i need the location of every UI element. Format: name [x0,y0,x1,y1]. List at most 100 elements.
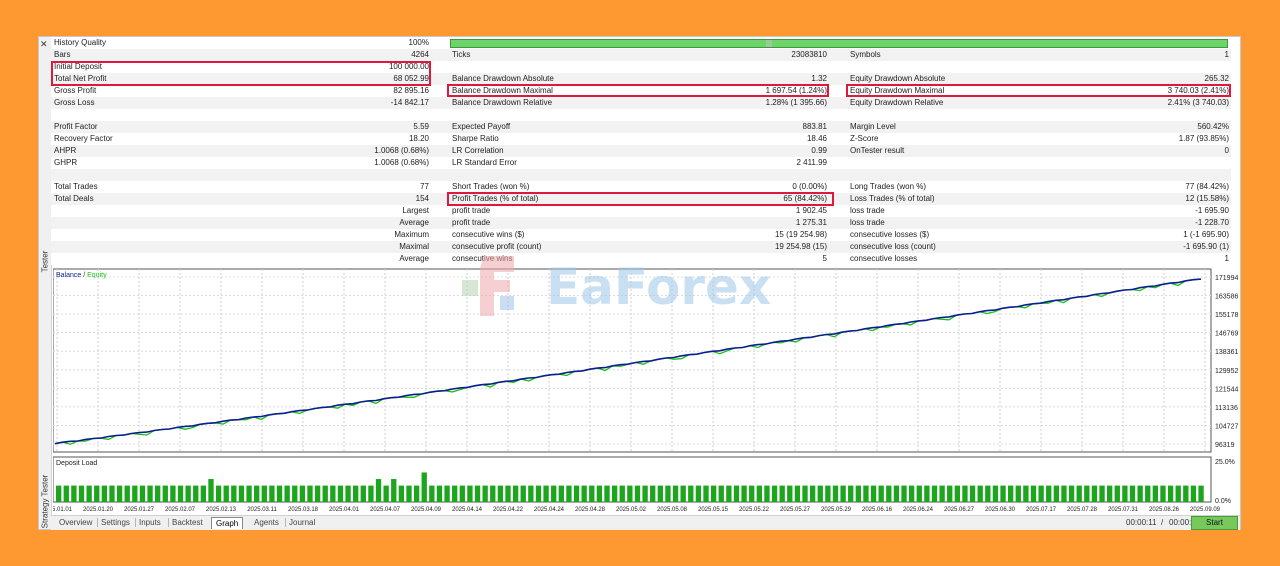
report-label: Profit Trades (% of total) [452,194,539,203]
report-label: consecutive losses [850,254,918,263]
x-tick-label: 2025.05.22 [739,507,770,513]
deposit-load-bar [375,479,382,502]
deposit-load-bar [223,485,229,502]
report-label: loss trade [850,206,885,215]
deposit-load-bar [1099,485,1105,502]
report-label: Equity Drawdown Maximal [850,86,945,95]
report-label: profit trade [452,206,491,215]
report-label: Recovery Factor [54,134,113,143]
deposit-load-bar [931,485,938,502]
deposit-load-bar [116,485,123,502]
x-tick-label: 2025.06.16 [862,507,893,513]
report-label: GHPR [54,158,78,167]
deposit-load-bar [695,485,702,502]
report-value: 3 740.03 (2.41%) [1167,86,1229,95]
tab-graph[interactable]: Graph [211,517,244,529]
y-tick-label: 138361 [1215,349,1238,356]
deposit-load-bar [337,485,344,502]
deposit-load-bar [908,485,915,502]
report-label: Balance Drawdown Absolute [452,74,554,83]
report-value: 560.42% [1197,122,1229,131]
report-label: Total Deals [54,194,94,203]
history-quality-marker [766,40,772,47]
backtest-report: History Quality 100% Bars 4264 Ticks 23083810… [51,37,1231,265]
deposit-load-bar [634,485,641,502]
tab-backtest[interactable]: Backtest [172,518,203,527]
deposit-load-bar [1046,485,1052,502]
deposit-load-bar [474,485,481,502]
deposit-load-bar [1106,485,1113,502]
report-label: consecutive profit (count) [452,242,542,251]
report-value: 68 052.99 [393,74,429,83]
x-tick-label: 2025.01.20 [83,507,114,513]
report-row-bg [51,229,1231,241]
deposit-load-bar [1061,485,1067,502]
x-tick-label: 2025.06.27 [944,507,975,513]
tab-overview[interactable]: Overview [59,518,93,527]
deposit-load-bar [246,485,252,502]
deposit-load-bar [1160,485,1166,502]
report-value: 19 254.98 (15) [774,242,827,251]
report-row-bg [51,169,1231,181]
report-value: 23083810 [791,50,827,59]
deposit-load-bar [162,485,168,502]
report-row-bg [51,109,1231,121]
deposit-load-bar [893,485,900,502]
x-tick-label: 2025.06.24 [903,507,934,513]
deposit-load-bar [604,485,610,502]
deposit-load-bar [756,485,762,502]
deposit-load-bar [680,485,686,502]
deposit-load-bar [1183,485,1189,502]
deposit-load-bar [254,485,260,502]
elapsed-time-1: 00:00:11 [1126,518,1157,527]
report-value: 0 [1224,146,1229,155]
report-value: 883.81 [802,122,827,131]
highlight-deposit-profit [51,61,431,86]
deposit-load-bar [193,485,199,502]
report-label: consecutive wins [452,254,513,263]
report-value: 2 411.99 [796,158,827,167]
deposit-load-bar [817,485,823,502]
tab-agents[interactable]: Agents [254,518,279,527]
deposit-load-bar [314,485,321,502]
deposit-load-bar [802,485,808,502]
tab-journal[interactable]: Journal [289,518,316,527]
report-value: 1 (-1 695.90) [1183,230,1229,239]
start-button[interactable]: Start [1191,516,1238,530]
report-label: Total Trades [54,182,98,191]
report-value: 1.28% (1 395.66) [765,98,827,107]
x-tick-label: 2025.02.13 [206,507,237,513]
deposit-load-bar [870,485,877,502]
report-value: 0 (0.00%) [792,182,827,191]
x-tick-label: 2025.01.27 [124,507,155,513]
deposit-load-bar [1030,485,1037,502]
report-label: AHPR [54,146,77,155]
highlight-profit-trades [447,192,834,206]
report-label: Symbols [850,50,881,59]
report-row-bg [51,121,1231,133]
report-value: Maximal [399,242,429,251]
y-tick-label: 155178 [1215,312,1238,319]
x-tick-label: 2025.03.18 [288,507,319,513]
deposit-load-bar [749,485,755,502]
report-value: 5 [822,254,827,263]
x-tick-label: 2025.04.09 [411,507,442,513]
report-value: 265.32 [1204,74,1229,83]
eaforex-watermark: EaForex [462,256,771,316]
tab-settings[interactable]: Settings [101,518,130,527]
tab-inputs[interactable]: Inputs [139,518,161,527]
close-icon[interactable]: ✕ [40,39,48,49]
legend-balance: Balance [56,272,81,279]
deposit-load-bar [863,485,869,502]
deposit-load-ytick: 25.0% [1215,459,1235,466]
deposit-load-bar [665,485,671,502]
report-value: 1 902.45 [795,206,827,215]
report-label: Sharpe Ratio [452,134,499,143]
deposit-load-bar [650,485,656,502]
report-row-bg [51,193,1231,205]
report-label: Margin Level [850,122,896,131]
deposit-load-bar [543,485,549,502]
deposit-load-bar [452,485,458,502]
deposit-load-bar [573,485,580,502]
legend-equity: Equity [87,272,107,279]
